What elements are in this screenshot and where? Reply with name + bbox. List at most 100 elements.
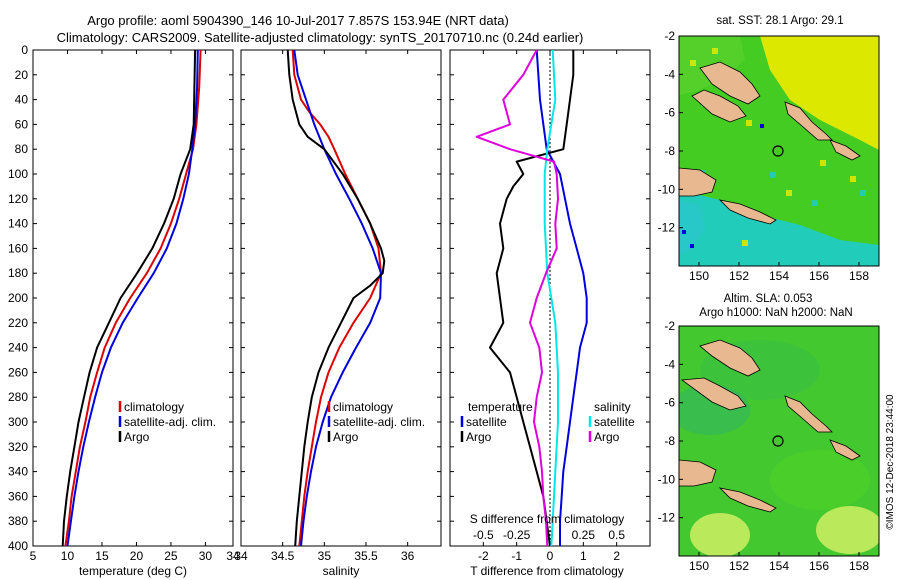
map-lon-label: 152 [729, 559, 749, 573]
temperature-satellite-line [66, 49, 199, 547]
temperature-x-tick-label: 10 [61, 549, 75, 563]
map-lat-label: -12 [658, 511, 676, 525]
t-difference-satellite-line [535, 49, 588, 546]
depth-tick-label: 240 [8, 341, 28, 355]
s-difference-argo-line [475, 49, 559, 547]
legend-label-t-argo: Argo [466, 430, 492, 444]
map-lon-label: 158 [849, 559, 869, 573]
map-lat-label: -2 [664, 319, 675, 333]
depth-tick-label: 400 [8, 539, 28, 553]
depth-tick-label: 320 [8, 440, 28, 454]
sst-map-title: sat. SST: 28.1 Argo: 29.1 [716, 15, 843, 27]
depth-tick-label: 200 [8, 291, 28, 305]
map-lon-label: 150 [689, 269, 709, 283]
legend-label-argo: Argo [124, 430, 150, 444]
depth-tick-label: 0 [21, 43, 28, 57]
depth-tick-label: 140 [8, 217, 28, 231]
s-difference-xlabel: S difference from climatology [470, 512, 625, 526]
temperature-x-tick-label: 30 [199, 549, 213, 563]
t-difference-x-tick-label: -1 [511, 549, 522, 563]
map-lon-label: 158 [849, 269, 869, 283]
salinity-satellite-line [293, 49, 382, 547]
salinity-x-tick-label: 35 [318, 549, 332, 563]
depth-tick-label: 220 [8, 316, 28, 330]
argo-location-marker [772, 435, 784, 447]
sst-pixel-cold [682, 230, 686, 234]
map-lat-label: -4 [664, 357, 675, 371]
s-difference-tick-label: -0.25 [503, 528, 531, 542]
salinity-x-tick-label: 36 [401, 549, 415, 563]
t-difference-xlabel: T difference from climatology [470, 564, 624, 578]
depth-tick-label: 80 [15, 142, 29, 156]
map-lat-label: -6 [664, 106, 675, 120]
legend-label-s-satellite: satellite [594, 415, 635, 429]
title-line-1: Argo profile: aoml 5904390_146 10-Jul-20… [87, 13, 509, 28]
salinity-xlabel: salinity [323, 564, 360, 578]
salinity-x-tick-label: 34 [234, 549, 248, 563]
difference-legend-salinity: salinity satellite Argo [588, 400, 635, 444]
legend-label-s-argo: Argo [594, 430, 620, 444]
sst-pixel-cold [760, 124, 764, 128]
temperature-x-tick-label: 15 [95, 549, 109, 563]
title-line-2: Climatology: CARS2009. Satellite-adjuste… [57, 30, 584, 45]
map-lat-label: -12 [658, 221, 676, 235]
map-lat-label: -10 [658, 182, 676, 196]
sst-pixel-cold [690, 244, 694, 248]
s-difference-tick-label: 0.25 [572, 528, 596, 542]
temperature-x-tick-label: 5 [30, 549, 37, 563]
sst-patch [679, 200, 705, 255]
sla-map-subtitle: Argo h1000: NaN h2000: NaN [699, 307, 852, 319]
temperature-argo-line [61, 49, 197, 547]
map-lat-label: -4 [664, 67, 675, 81]
t-difference-x-tick-label: 1 [580, 549, 587, 563]
sla-map-title: Altim. SLA: 0.053 [724, 293, 813, 305]
credit-stamp: ©IMOS 12-Dec-2018 23:44:00 [885, 394, 896, 530]
legend-label-satellite: satellite-adj. clim. [333, 415, 425, 429]
depth-tick-label: 260 [8, 365, 28, 379]
s-difference-tick-label: -0.5 [473, 528, 494, 542]
salinity-x-tick-label: 35.5 [354, 549, 378, 563]
depth-tick-label: 100 [8, 167, 28, 181]
depth-tick-label: 160 [8, 241, 28, 255]
difference-legend-temperature: temperature satellite Argo [460, 400, 533, 444]
salinity-argo-line [286, 49, 386, 547]
t-difference-argo-line [489, 50, 575, 547]
s-difference-tick-label: 0.5 [608, 528, 625, 542]
legend-label-climatology: climatology [124, 400, 184, 414]
depth-tick-label: 20 [15, 68, 29, 82]
map-lon-label: 154 [769, 269, 789, 283]
legend-title-salinity: salinity [594, 400, 631, 414]
depth-tick-label: 40 [15, 93, 29, 107]
depth-tick-label: 340 [8, 465, 28, 479]
sla-high-blob [816, 506, 879, 554]
temperature-x-tick-label: 25 [164, 549, 178, 563]
depth-tick-label: 60 [15, 117, 29, 131]
map-lat-label: -6 [664, 396, 675, 410]
legend-label-climatology: climatology [333, 400, 393, 414]
depth-tick-label: 180 [8, 266, 28, 280]
depth-tick-label: 120 [8, 192, 28, 206]
map-lon-label: 152 [729, 269, 749, 283]
sla-patch [770, 450, 870, 510]
salinity-panel-frame [240, 49, 442, 547]
legend-label-satellite: satellite-adj. clim. [124, 415, 216, 429]
depth-tick-label: 300 [8, 415, 28, 429]
map-lat-label: -2 [664, 29, 675, 43]
map-lat-label: -8 [664, 144, 675, 158]
legend-title-temperature: temperature [468, 400, 533, 414]
sst-map [678, 35, 880, 267]
map-lon-label: 156 [809, 559, 829, 573]
map-lat-label: -10 [658, 472, 676, 486]
sst-land [679, 61, 861, 225]
temperature-xlabel: temperature (deg C) [79, 564, 187, 578]
sla-high-blob [690, 513, 750, 556]
legend-label-t-satellite: satellite [466, 415, 507, 429]
legend-label-argo: Argo [333, 430, 359, 444]
map-lon-label: 156 [809, 269, 829, 283]
depth-tick-label: 380 [8, 514, 28, 528]
map-lat-label: -8 [664, 434, 675, 448]
map-lon-label: 154 [769, 559, 789, 573]
depth-tick-label: 280 [8, 390, 28, 404]
temperature-legend: climatology satellite-adj. clim. Argo [118, 400, 216, 444]
temperature-panel-frame [32, 49, 234, 547]
